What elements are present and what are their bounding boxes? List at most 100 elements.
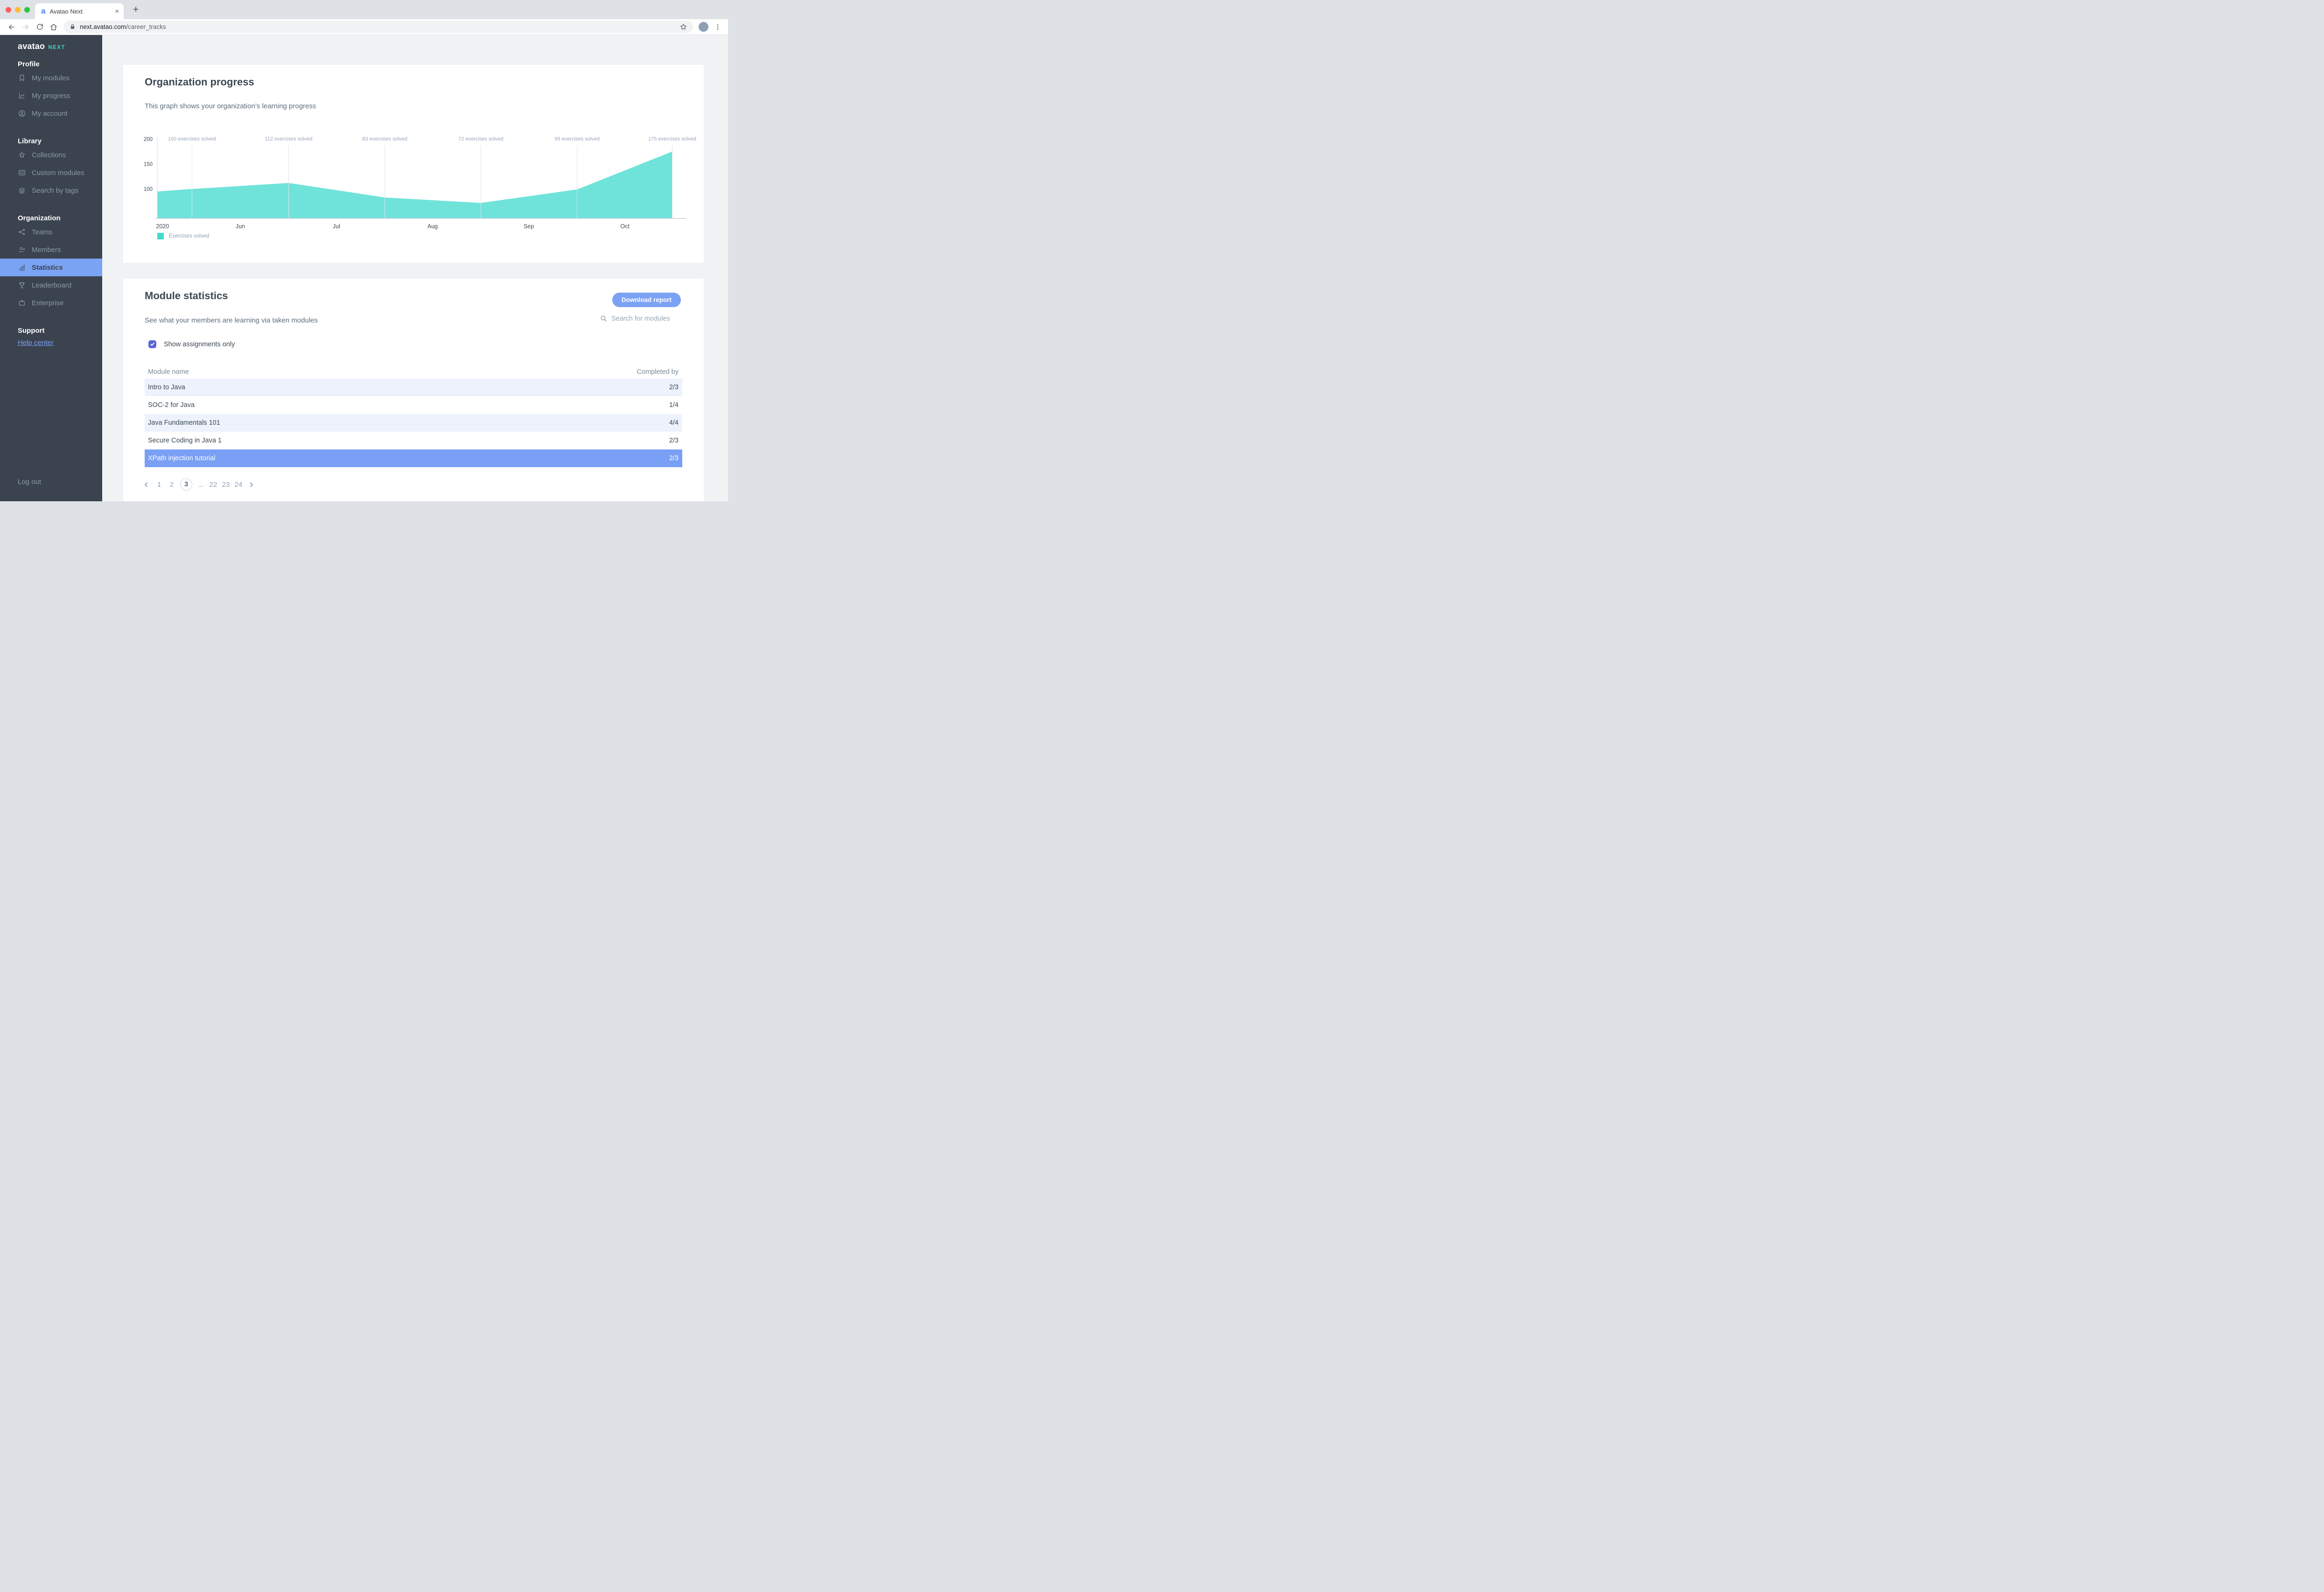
brand-name: avatao [18,42,45,51]
svg-text:Jun: Jun [236,223,245,230]
sidebar-item-teams[interactable]: Teams [0,223,102,241]
module-name: SOC-2 for Java [148,401,195,409]
tab-favicon: a [41,7,46,15]
section-heading-profile: Profile [18,60,40,68]
sidebar-item-my-modules[interactable]: My modules [0,69,102,87]
sidebar-item-label: Collections [32,151,66,159]
back-icon[interactable] [5,21,19,34]
page-ellipsis: ... [197,480,204,489]
table-row[interactable]: Intro to Java 2/3 [145,379,682,396]
sidebar-item-my-progress[interactable]: My progress [0,87,102,105]
assignments-checkbox-label: Show assignments only [164,340,235,348]
page-button[interactable]: 1 [157,480,161,489]
page-button[interactable]: 22 [209,480,217,489]
chevron-right-icon[interactable] [247,481,256,488]
sidebar-item-collections[interactable]: Collections [0,146,102,164]
table-row[interactable]: Java Fundamentals 101 4/4 [145,414,682,432]
app-frame: avatao NEXT Profile My modules My progre… [0,35,728,501]
chart-legend: Exercises solved [157,233,209,239]
organization-progress-card: Organization progress This graph shows y… [123,65,704,263]
download-report-button[interactable]: Download report [612,293,681,307]
assignments-checkbox[interactable] [148,340,156,348]
module-name: XPath injection tutorial [148,455,216,462]
org-progress-title: Organization progress [145,76,254,88]
avatao-logo: avatao NEXT [0,35,102,52]
completed-by-value: 4/4 [669,419,679,427]
sidebar-item-members[interactable]: Members [0,241,102,259]
sidebar-item-label: My account [32,109,68,118]
table-row[interactable]: XPath injection tutorial 2/3 [145,449,682,467]
home-icon[interactable] [47,21,61,34]
search-input[interactable] [611,315,681,323]
sidebar-item-leaderboard[interactable]: Leaderboard [0,276,102,294]
window-controls [6,7,30,13]
legend-swatch [157,233,164,239]
chevron-left-icon[interactable] [142,481,151,488]
org-progress-chart: 100 exercises solved 112 exercises solved… [144,136,696,230]
module-search [600,315,681,323]
pagination: 1 2 3 ... 22 23 24 [142,478,256,491]
new-tab-button[interactable]: + [133,4,139,15]
bookmark-star-icon[interactable] [679,23,687,31]
browser-tab[interactable]: a Avatao Next × [35,3,124,19]
column-module-name: Module name [148,368,189,376]
sidebar-item-custom-modules[interactable]: Custom modules [0,164,102,182]
main-content: Organization progress This graph shows y… [102,35,728,501]
minimize-window-button[interactable] [15,7,21,13]
svg-text:175 exercises solved: 175 exercises solved [648,136,696,142]
svg-text:150: 150 [144,161,153,167]
url-domain: next.avatao.com [80,23,126,30]
sidebar-item-label: Members [32,245,61,254]
svg-text:100 exercises solved: 100 exercises solved [168,136,216,142]
svg-text:72 exercises solved: 72 exercises solved [458,136,504,142]
completed-by-value: 1/4 [669,401,679,409]
module-name: Secure Coding in Java 1 [148,437,222,444]
section-heading-library: Library [18,137,42,145]
svg-text:Jul: Jul [333,223,340,230]
svg-text:112 exercises solved: 112 exercises solved [265,136,313,142]
svg-text:2020: 2020 [156,223,169,230]
table-row[interactable]: SOC-2 for Java 1/4 [145,396,682,414]
account-icon [18,109,26,118]
sidebar-item-search-by-tags[interactable]: Search by tags [0,182,102,199]
svg-text:Aug: Aug [427,223,438,230]
page-button[interactable]: 23 [222,480,230,489]
reload-icon[interactable] [33,21,47,34]
section-heading-organization: Organization [18,214,61,222]
sidebar-item-my-account[interactable]: My account [0,105,102,122]
page-button-current[interactable]: 3 [180,478,192,491]
completed-by-value: 2/3 [669,384,679,391]
section-heading-support: Support [18,327,45,335]
page-button[interactable]: 2 [169,480,174,489]
sidebar-item-label: Search by tags [32,186,79,195]
column-completed-by: Completed by [637,368,679,376]
sidebar-item-enterprise[interactable]: Enterprise [0,294,102,312]
table-row[interactable]: Secure Coding in Java 1 2/3 [145,432,682,449]
close-window-button[interactable] [6,7,11,13]
module-name: Intro to Java [148,384,185,391]
logout-button[interactable]: Log out [18,478,42,486]
help-center-link[interactable]: Help center [18,338,54,347]
profile-avatar[interactable] [699,22,708,32]
custom-modules-icon [18,168,26,177]
module-statistics-card: Module statistics Download report See wh… [123,279,704,501]
search-icon [600,315,608,323]
sidebar-item-statistics[interactable]: Statistics [0,259,102,276]
star-icon [18,151,26,159]
browser-menu-icon[interactable] [714,23,721,31]
browser-toolbar: next.avatao.com/career_tracks [0,19,728,35]
sidebar-item-label: Enterprise [32,299,64,307]
forward-icon[interactable] [19,21,33,34]
page-button[interactable]: 24 [234,480,243,489]
close-tab-icon[interactable]: × [115,7,119,15]
module-statistics-title: Module statistics [145,290,228,302]
assignments-filter-row: Show assignments only [148,340,235,348]
completed-by-value: 2/3 [669,437,679,444]
url-bar[interactable]: next.avatao.com/career_tracks [63,21,693,33]
zoom-window-button[interactable] [24,7,30,13]
svg-text:200: 200 [144,137,153,142]
progress-chart-icon [18,91,26,100]
completed-by-value: 2/3 [669,455,679,462]
svg-text:99 exercises solved: 99 exercises solved [554,136,600,142]
teams-network-icon [18,228,26,236]
